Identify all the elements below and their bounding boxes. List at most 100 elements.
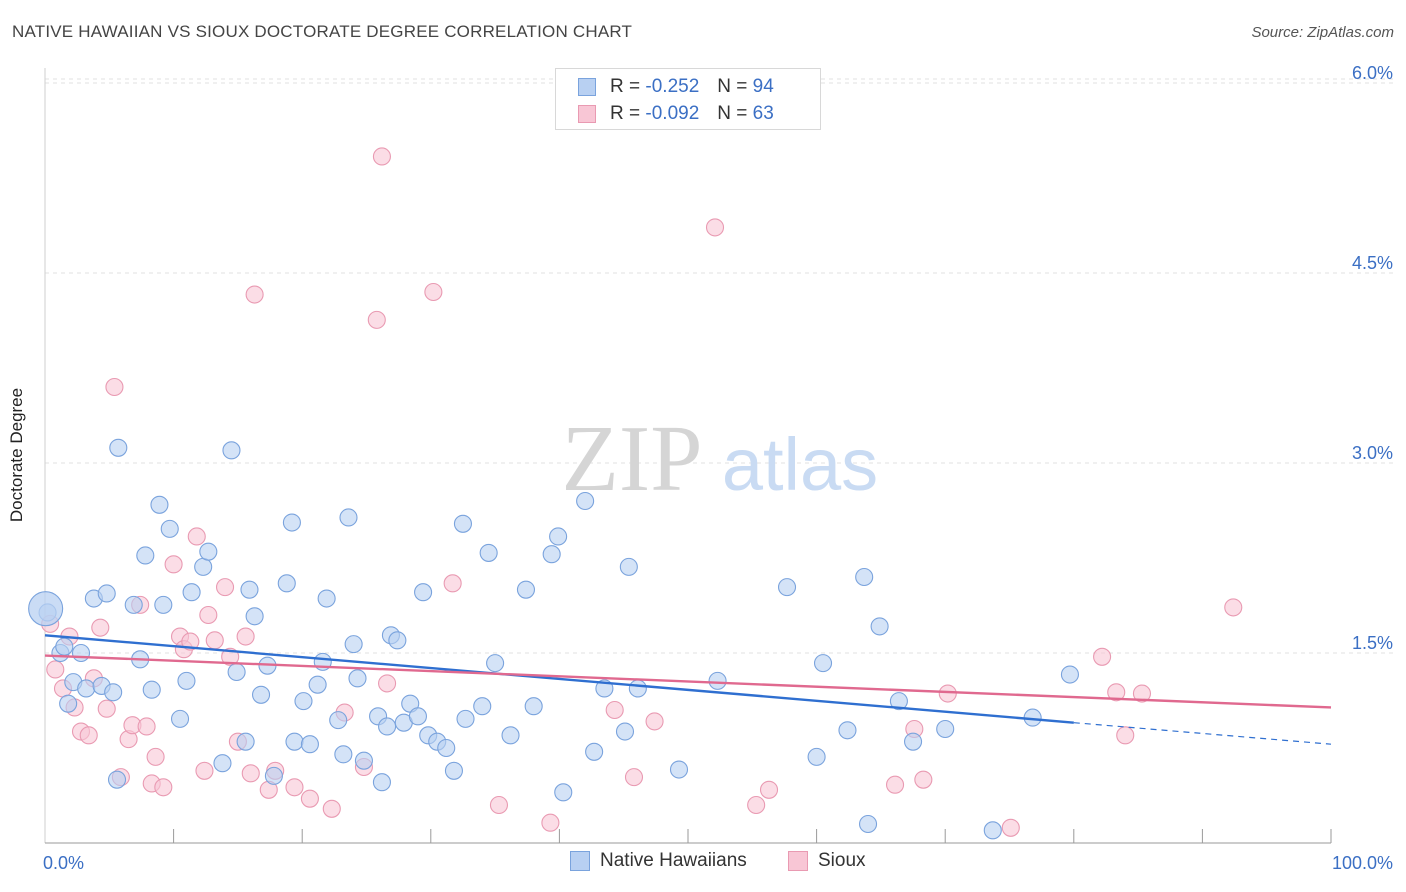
sioux-point <box>1116 726 1135 745</box>
native-hawaiian-point <box>277 574 296 593</box>
native-hawaiian-point <box>486 654 505 673</box>
sioux-point <box>747 795 766 815</box>
native-hawaiian-point <box>339 508 358 527</box>
legend-native-hawaiians: Native Hawaiians <box>570 850 747 872</box>
sioux-point <box>378 674 397 693</box>
native-hawaiian-point <box>456 709 475 728</box>
pink-swatch <box>788 851 808 871</box>
native-hawaiian-point <box>983 821 1002 840</box>
sioux-point <box>1224 598 1243 617</box>
native-hawaiian-point <box>199 542 218 561</box>
native-hawaiian-point <box>354 751 373 770</box>
native-hawaiian-point <box>453 514 473 533</box>
native-hawaiian-point <box>213 754 232 773</box>
native-hawaiian-point <box>177 671 196 690</box>
x-tick-label: 0.0% <box>43 853 84 873</box>
chart-title: NATIVE HAWAIIAN VS SIOUX DOCTORATE DEGRE… <box>12 22 633 41</box>
sioux-point <box>79 726 98 745</box>
y-tick-label: 3.0% <box>1352 443 1393 463</box>
sioux-point <box>199 605 218 625</box>
pink-swatch <box>578 105 596 123</box>
tick-labels: 1.5% 3.0% 4.5% 6.0% 0.0% 100.0% <box>43 63 1393 873</box>
native-hawaiian-point <box>414 583 433 602</box>
sioux-point <box>164 555 183 574</box>
r-label: R = <box>610 103 641 124</box>
native-hawaiian-point <box>194 557 213 576</box>
native-hawaiian-point <box>308 675 327 694</box>
native-hawaiian-point <box>59 694 78 713</box>
native-hawaiian-point <box>549 527 568 546</box>
native-hawaiian-point <box>777 578 797 597</box>
watermark: ZIP atlas <box>562 407 879 511</box>
native-hawaiian-point <box>97 584 116 603</box>
sioux-point <box>938 684 957 703</box>
native-hawaiian-point <box>154 595 173 614</box>
native-hawaiian-point <box>348 669 367 688</box>
native-hawaiian-point <box>372 773 391 792</box>
native-hawaiian-point <box>329 711 348 730</box>
native-hawaiian-point <box>619 557 638 576</box>
sioux-point <box>146 747 165 766</box>
native-hawaiian-point <box>903 732 923 751</box>
sioux-point <box>885 775 905 794</box>
sioux-point <box>372 147 391 166</box>
n-label: N = <box>717 76 748 97</box>
sioux-point <box>443 574 462 593</box>
native-hawaiian-point <box>378 717 397 736</box>
native-hawaiian-point <box>388 631 407 650</box>
legend-row-native-hawaiians: R = -0.252 N = 94 <box>578 74 774 100</box>
r-value: -0.092 <box>645 103 700 124</box>
native-hawaiian-point <box>936 719 955 739</box>
native-hawaiian-point <box>524 697 543 716</box>
native-hawaiian-point <box>708 671 727 690</box>
native-hawaiian-point <box>501 726 520 745</box>
native-hawaiian-point <box>136 546 155 565</box>
correlation-legend: R = -0.252 N = 94 R = -0.092 N = 63 <box>555 68 821 130</box>
sioux-point <box>367 310 386 329</box>
native-hawaiian-trend-line <box>44 634 1074 724</box>
sioux-point <box>285 778 304 797</box>
x-tick-label: 100.0% <box>1332 853 1393 873</box>
native-hawaiian-point <box>251 685 271 704</box>
sioux-point <box>154 778 173 797</box>
native-hawaiian-point <box>170 709 190 728</box>
native-hawaiian-point <box>104 683 123 702</box>
native-hawaiian-point <box>669 760 689 779</box>
native-hawaiian-point <box>294 692 313 711</box>
native-hawaiian-point <box>264 766 283 785</box>
legend-row-sioux: R = -0.092 N = 63 <box>578 101 774 127</box>
native-hawaiian-point <box>317 589 336 608</box>
axes <box>44 68 1332 844</box>
sioux-point <box>300 789 319 808</box>
n-value: 63 <box>752 103 774 124</box>
sioux-point <box>137 717 156 736</box>
native-hawaiian-point <box>28 591 64 627</box>
legend-label: Sioux <box>818 850 866 871</box>
sioux-point <box>1001 818 1020 837</box>
sioux-point <box>624 768 644 787</box>
y-tick-label: 1.5% <box>1352 633 1393 653</box>
native-hawaiian-point <box>245 607 264 626</box>
native-hawaiian-point <box>516 580 536 599</box>
sioux-point <box>541 813 560 832</box>
n-label: N = <box>717 103 748 124</box>
native-hawaiian-point <box>838 721 857 740</box>
native-hawaiian-point <box>855 567 874 587</box>
native-hawaiian-point <box>408 707 427 726</box>
native-hawaiian-points <box>28 438 1079 840</box>
sioux-point <box>205 631 224 650</box>
native-hawaiian-point <box>554 783 573 802</box>
blue-swatch <box>578 78 596 96</box>
sioux-point <box>187 527 206 546</box>
sioux-point <box>322 799 341 818</box>
native-hawaiian-point <box>858 814 878 834</box>
source-label: Source: ZipAtlas.com <box>1251 24 1394 41</box>
gridlines <box>45 78 1395 654</box>
watermark-atlas: atlas <box>722 423 878 506</box>
y-tick-label: 4.5% <box>1352 253 1393 273</box>
sioux-point <box>1132 684 1152 703</box>
sioux-point <box>236 627 255 646</box>
sioux-point <box>97 699 116 718</box>
native-hawaiian-point <box>77 679 96 698</box>
series-legend: Native Hawaiians Sioux <box>0 850 1406 876</box>
